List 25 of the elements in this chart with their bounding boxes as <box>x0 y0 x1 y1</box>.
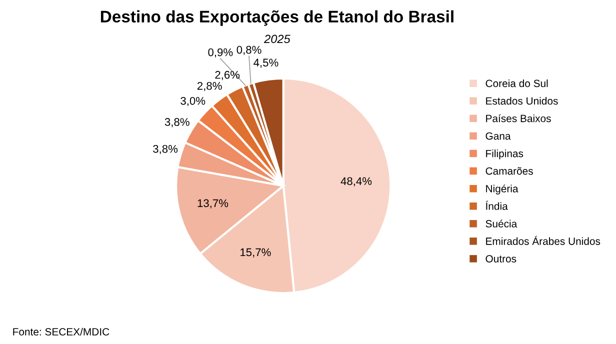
data-label: 4,5% <box>254 58 278 68</box>
legend-label: Outros <box>486 255 516 262</box>
legend-label: Coreia do Sul <box>486 79 548 88</box>
data-label: 0,8% <box>236 46 262 56</box>
chart-subtitle: 2025 <box>264 34 290 44</box>
data-label: 2,6% <box>215 70 240 80</box>
legend-label: Países Baixos <box>486 114 551 122</box>
legend-label: Gana <box>486 132 511 140</box>
legend-label: Estados Unidos <box>486 96 558 105</box>
legend-label: Suécia <box>486 220 518 228</box>
data-label: 48,4% <box>340 177 372 186</box>
data-label: 13,7% <box>198 199 228 208</box>
data-label: 15,7% <box>240 248 271 258</box>
legend-label: Nigéria <box>486 184 518 194</box>
legend-label: Camarões <box>486 167 533 175</box>
legend-label: Emirados Árabes Unidos <box>486 236 600 245</box>
data-label: 3,0% <box>180 96 206 106</box>
data-label: 2,8% <box>197 82 222 92</box>
data-label: 3,8% <box>153 144 178 154</box>
data-label: 3,8% <box>164 118 190 128</box>
legend-label: Filipinas <box>486 150 524 160</box>
source-note: Fonte: SECEX/MDIC <box>13 328 110 336</box>
chart-title: Destino das Exportações de Etanol do Brasil <box>100 10 454 26</box>
legend-label: Índia <box>486 200 508 210</box>
data-label: 0,9% <box>208 48 233 58</box>
